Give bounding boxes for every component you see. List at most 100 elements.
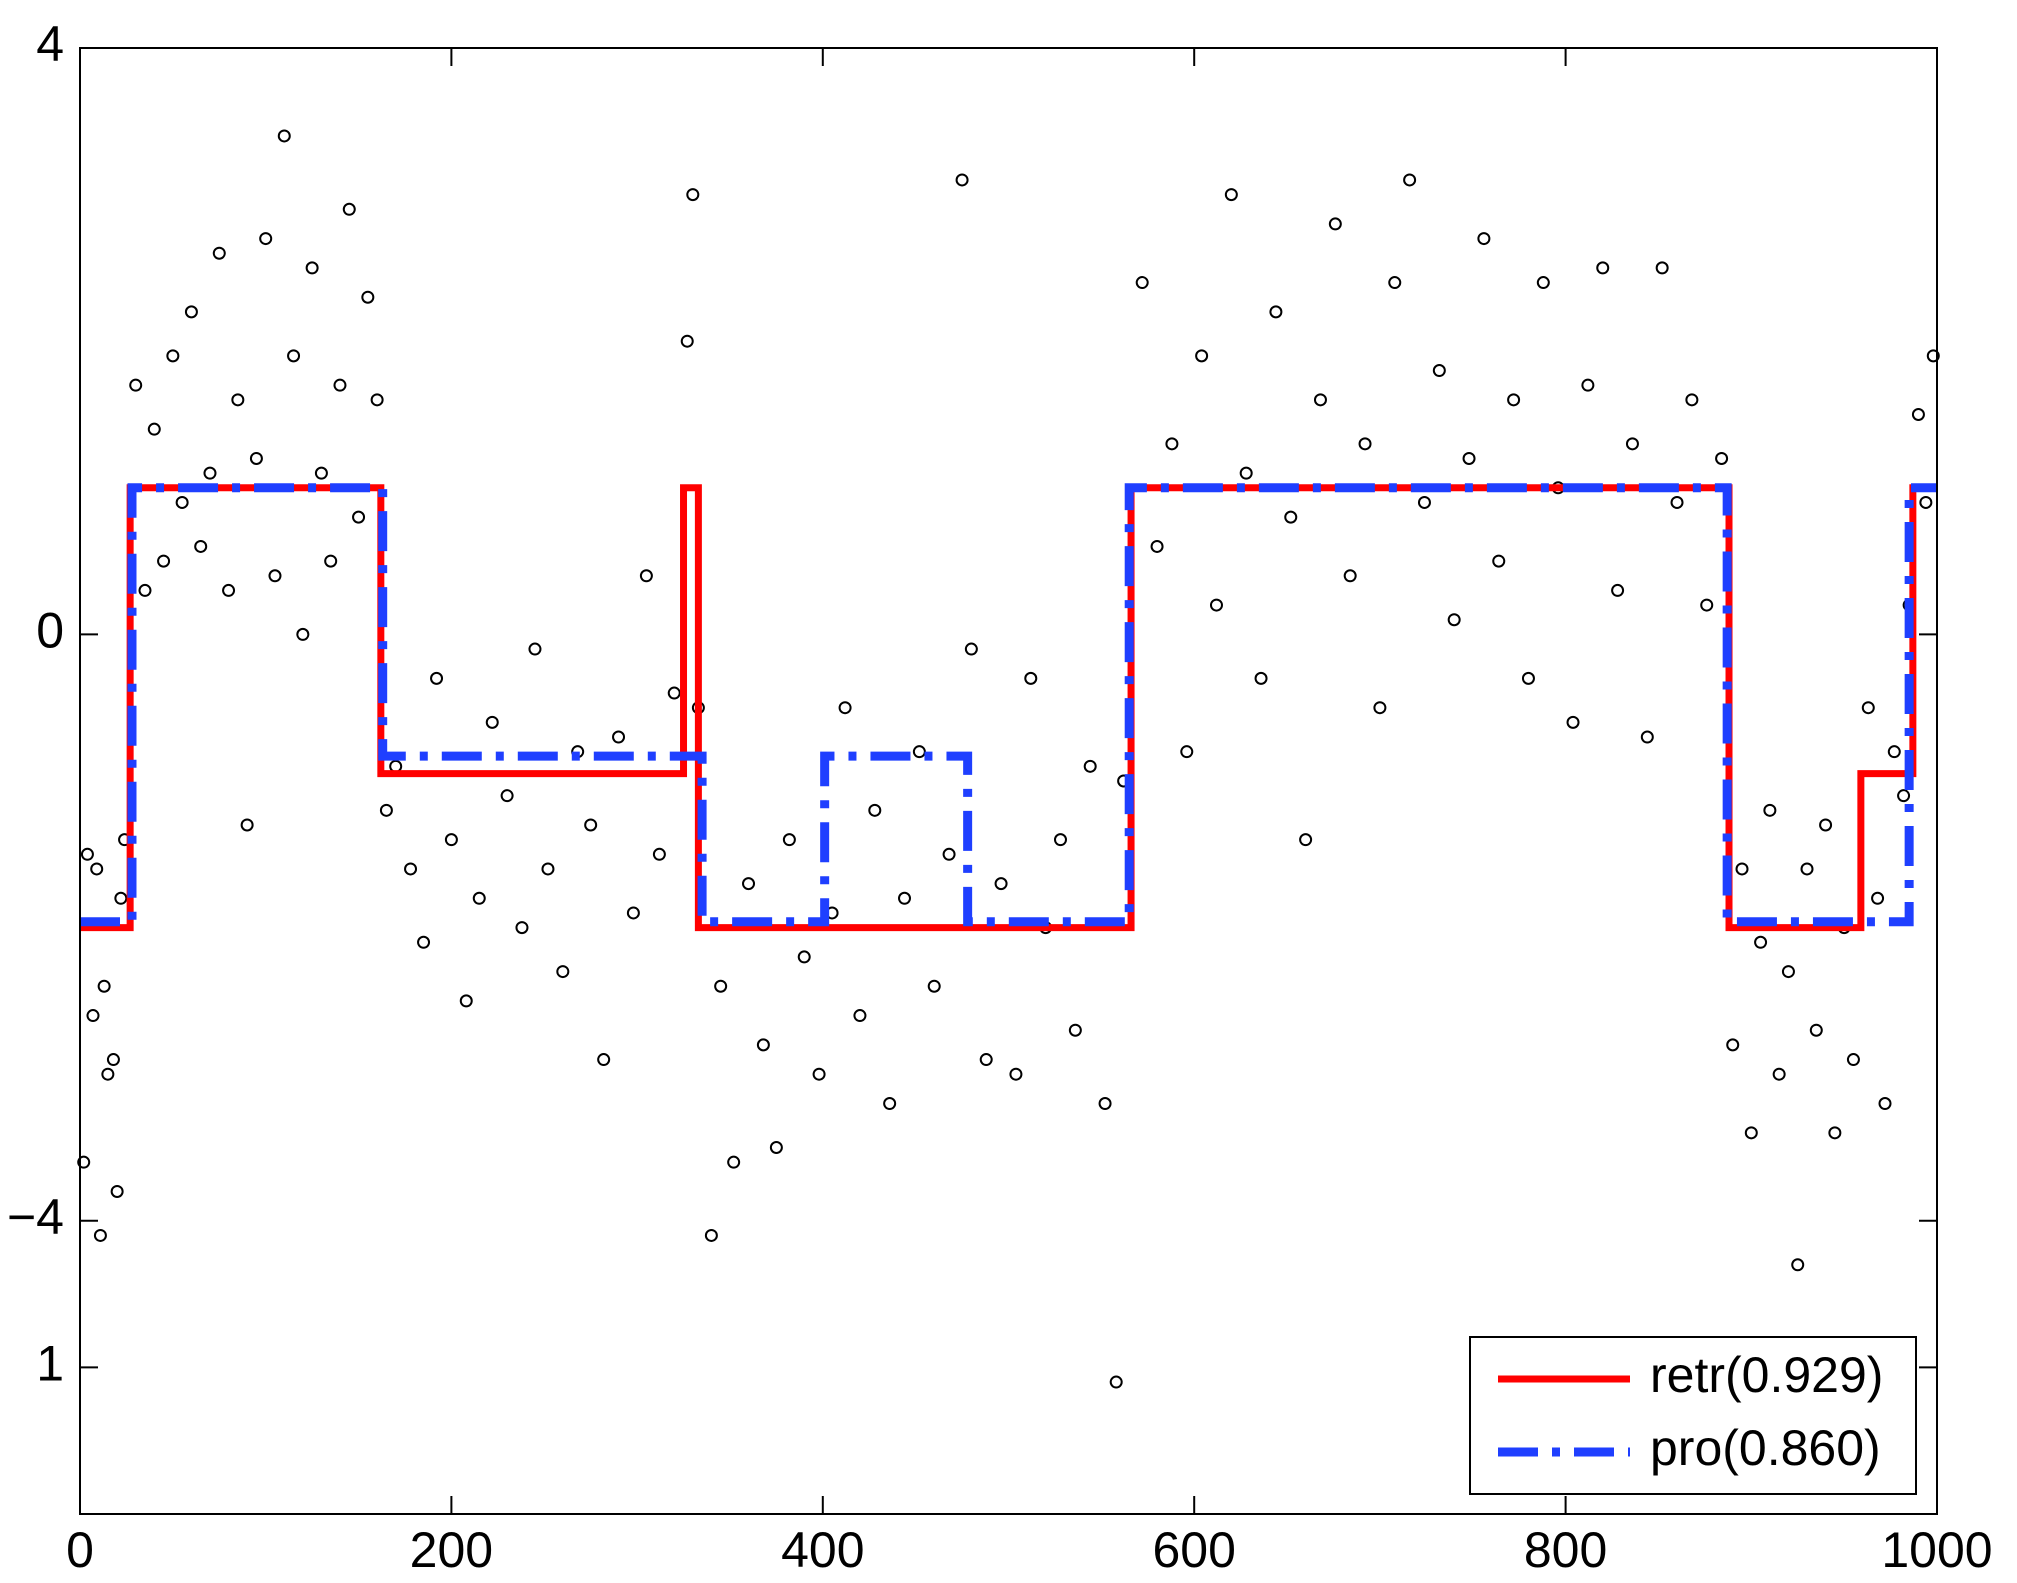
scatter-point bbox=[1926, 349, 1940, 363]
scatter-point bbox=[1209, 598, 1223, 612]
scatter-point bbox=[782, 833, 796, 847]
scatter-point bbox=[370, 393, 384, 407]
scatter-point bbox=[86, 1009, 100, 1023]
scatter-point bbox=[114, 891, 128, 905]
scatter-point bbox=[714, 979, 728, 993]
scatter-point bbox=[868, 803, 882, 817]
scatter-point bbox=[556, 965, 570, 979]
scatter-point bbox=[305, 261, 319, 275]
scatter-point bbox=[1068, 1023, 1082, 1037]
scatter-point bbox=[194, 539, 208, 553]
scatter-point bbox=[472, 891, 486, 905]
x-tick-label: 400 bbox=[781, 1522, 864, 1578]
scatter-point bbox=[680, 334, 694, 348]
scatter-point bbox=[1180, 745, 1194, 759]
scatter-point bbox=[1195, 349, 1209, 363]
scatter-point bbox=[138, 583, 152, 597]
scatter-point bbox=[90, 862, 104, 876]
scatter-point bbox=[927, 979, 941, 993]
scatter-point bbox=[853, 1009, 867, 1023]
scatter-point bbox=[97, 979, 111, 993]
scatter-point bbox=[964, 642, 978, 656]
scatter-point bbox=[1477, 232, 1491, 246]
scatter-point bbox=[769, 1141, 783, 1154]
scatter-point bbox=[1109, 1375, 1123, 1389]
scatter-point bbox=[1239, 466, 1253, 480]
scatter-point bbox=[1655, 261, 1669, 275]
scatter-point bbox=[942, 847, 956, 861]
scatter-point bbox=[430, 671, 444, 685]
scatter-point bbox=[459, 994, 473, 1008]
scatter-point bbox=[1313, 393, 1327, 407]
x-tick-label: 200 bbox=[410, 1522, 493, 1578]
scatter-point bbox=[626, 906, 640, 920]
scatter-point bbox=[1800, 862, 1814, 876]
scatter-point bbox=[838, 701, 852, 715]
scatter-point bbox=[231, 393, 245, 407]
scatter-point bbox=[1447, 613, 1461, 627]
scatter-point bbox=[417, 935, 431, 949]
scatter-point bbox=[515, 921, 529, 935]
y-tick-label: 4 bbox=[36, 16, 64, 72]
scatter-point bbox=[727, 1155, 741, 1169]
scatter-point bbox=[106, 1053, 120, 1067]
scatter-point bbox=[1492, 554, 1506, 568]
scatter-point bbox=[912, 745, 926, 759]
scatter-point bbox=[268, 569, 282, 583]
y-tick-label: 1 bbox=[36, 1336, 64, 1392]
scatter-point bbox=[704, 1228, 718, 1242]
scatter-point bbox=[77, 1155, 91, 1169]
scatter-point bbox=[444, 833, 458, 847]
scatter-point bbox=[1640, 730, 1654, 744]
scatter-point bbox=[1911, 408, 1925, 421]
scatter-point bbox=[1254, 671, 1268, 685]
scatter-point bbox=[1403, 173, 1417, 187]
scatter-point bbox=[1791, 1258, 1805, 1272]
scatter-point bbox=[1269, 305, 1283, 319]
scatter-point bbox=[222, 583, 236, 597]
scatter-point bbox=[277, 129, 291, 143]
scatter-point bbox=[1388, 276, 1402, 290]
scatter-point bbox=[1754, 935, 1768, 949]
scatter-point bbox=[1536, 276, 1550, 290]
y-tick-label: −4 bbox=[7, 1189, 64, 1245]
scatter-point bbox=[1819, 818, 1833, 832]
scatter-point bbox=[1861, 701, 1875, 715]
scatter-point bbox=[287, 349, 301, 363]
scatter-point bbox=[797, 950, 811, 964]
x-tick-label: 0 bbox=[66, 1522, 94, 1578]
scatter-point bbox=[639, 569, 653, 583]
scatter-point bbox=[93, 1228, 107, 1242]
scatter-point bbox=[1735, 862, 1749, 876]
scatter-point bbox=[1462, 451, 1476, 465]
scatter-point bbox=[184, 305, 198, 319]
scatter-point bbox=[147, 422, 161, 436]
scatter-point bbox=[1685, 393, 1699, 407]
scatter-point bbox=[1809, 1023, 1823, 1037]
scatter-point bbox=[1581, 378, 1595, 392]
scatter-point bbox=[1828, 1126, 1842, 1140]
legend-box bbox=[1469, 1336, 1917, 1495]
scatter-point bbox=[1507, 393, 1521, 407]
scatter-point bbox=[541, 862, 555, 876]
scatter-point bbox=[742, 877, 756, 891]
scatter-point bbox=[1670, 495, 1684, 509]
scatter-point bbox=[1772, 1067, 1786, 1081]
scatter-point bbox=[1897, 789, 1911, 803]
scatter-point bbox=[1009, 1067, 1023, 1081]
scatter-point bbox=[756, 1038, 770, 1052]
scatter-point bbox=[1726, 1038, 1740, 1052]
scatter-point bbox=[1083, 759, 1097, 773]
scatter-point bbox=[249, 451, 263, 465]
scatter-point bbox=[175, 495, 189, 509]
scatter-point bbox=[1566, 715, 1580, 729]
scatter-point bbox=[1611, 583, 1625, 597]
scatter-point bbox=[1165, 437, 1179, 451]
legend-label: pro(0.860) bbox=[1650, 1420, 1881, 1476]
scatter-point bbox=[1224, 188, 1238, 202]
scatter-point bbox=[1596, 261, 1610, 275]
scatter-point bbox=[485, 715, 499, 729]
scatter-point bbox=[110, 1184, 124, 1198]
scatter-point bbox=[1871, 891, 1885, 905]
